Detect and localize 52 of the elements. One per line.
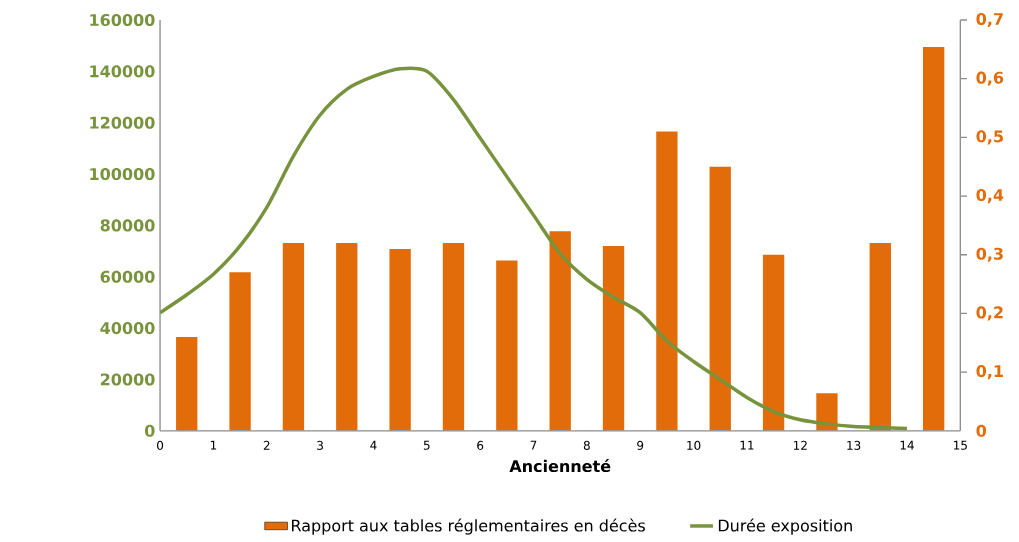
- x-tick-label: 5: [423, 440, 430, 450]
- y-tick-label: 140000: [90, 65, 155, 78]
- bar: [282, 242, 305, 431]
- x-tick-label: 0: [157, 440, 164, 450]
- x-tick-label: 15: [954, 440, 967, 450]
- x-tick-label: 3: [317, 440, 323, 450]
- y-tick-label: 80000: [100, 219, 155, 232]
- bar: [602, 245, 625, 431]
- bar: [229, 272, 251, 431]
- bar: [869, 242, 891, 431]
- bar: [389, 248, 411, 431]
- bar: [496, 260, 518, 431]
- line-series: [160, 66, 909, 431]
- x-tick-label: 4: [370, 440, 377, 450]
- bar: [549, 231, 571, 431]
- x-tick-label: 8: [583, 440, 590, 450]
- x-tick-label: 13: [847, 440, 861, 450]
- y2-tick-label: 0: [976, 424, 987, 437]
- bar: [922, 46, 945, 431]
- y2-tick-label: 0,6: [976, 71, 1004, 86]
- y2-tick-label: 0,7: [976, 12, 1003, 28]
- bar: [656, 131, 678, 431]
- y2-tick-label: 0,2: [976, 306, 1003, 321]
- x-axis-title: Ancienneté: [509, 459, 611, 473]
- y2-tick-label: 0,4: [976, 188, 1004, 204]
- bar: [709, 166, 731, 431]
- x-tick-label: 9: [637, 440, 644, 450]
- y-tick-label: 160000: [90, 13, 155, 26]
- legend-label: Durée exposition: [718, 518, 852, 535]
- x-tick-label: 12: [793, 440, 807, 450]
- y-tick-label: 0: [144, 424, 155, 437]
- bar: [816, 393, 838, 431]
- y-tick-label: 60000: [100, 270, 155, 283]
- x-tick-label: 10: [687, 440, 701, 450]
- x-tick-label: 7: [530, 440, 537, 450]
- y2-tick-label: 0,1: [976, 364, 1003, 380]
- x-tick-label: 14: [900, 440, 914, 450]
- y2-tick-label: 0,5: [976, 130, 1003, 145]
- x-tick-label: 2: [263, 440, 270, 450]
- bar: [442, 242, 465, 431]
- y-tick-label: 40000: [100, 321, 155, 335]
- y2-tick-label: 0,3: [976, 247, 1003, 262]
- bar: [336, 242, 358, 431]
- x-tick-label: 1: [210, 440, 217, 450]
- bar: [762, 254, 785, 431]
- x-tick-label: 11: [740, 440, 754, 450]
- bar: [176, 336, 198, 431]
- y-tick-label: 120000: [90, 116, 155, 129]
- y-tick-label: 20000: [100, 373, 155, 386]
- legend-label: Rapport aux tables réglementaires en décès: [291, 518, 645, 535]
- x-tick-label: 6: [477, 440, 484, 450]
- y-tick-label: 100000: [90, 167, 155, 181]
